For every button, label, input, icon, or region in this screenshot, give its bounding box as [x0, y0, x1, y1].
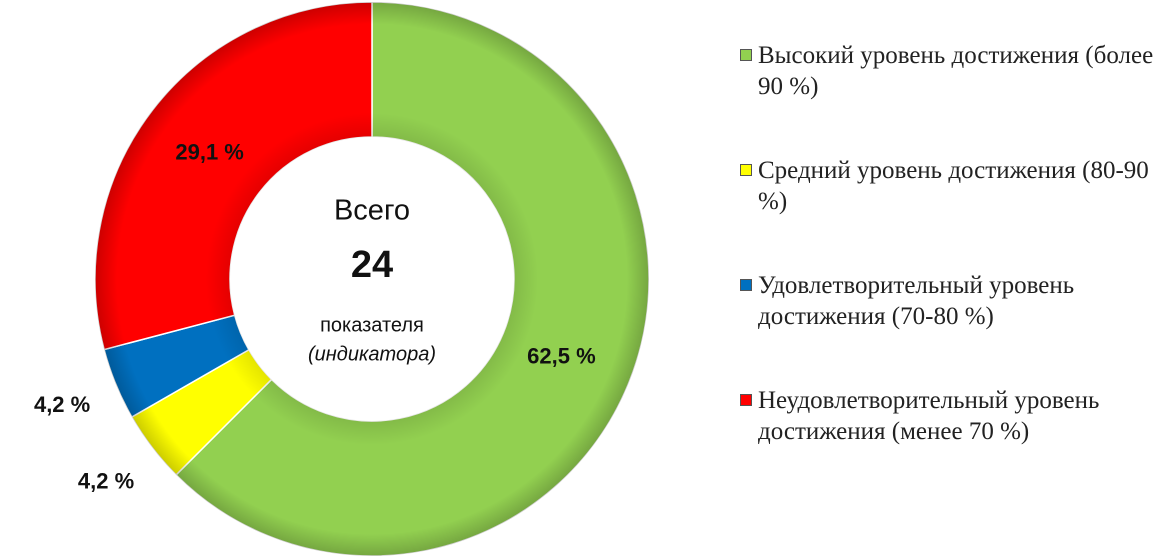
- legend-label: Неудовлетворительный уровень достижения …: [758, 387, 1100, 445]
- legend-label: Средний уровень достижения (80-90 %): [758, 157, 1149, 215]
- center-total: 24: [351, 244, 393, 286]
- center-line2: (индикатора): [308, 343, 436, 365]
- legend-swatch: [740, 394, 752, 406]
- legend-item: Средний уровень достижения (80-90 %): [740, 155, 1170, 247]
- legend-label: Высокий уровень достижения (более 90 %): [758, 42, 1154, 100]
- center-top: Всего: [334, 195, 410, 227]
- value-label: 29,1 %: [175, 140, 244, 165]
- value-label: 4,2 %: [78, 468, 134, 493]
- legend-item: Неудовлетворительный уровень достижения …: [740, 385, 1170, 477]
- legend-swatch: [740, 279, 752, 291]
- legend-swatch: [740, 164, 752, 176]
- legend-item: Удовлетворительный уровень достижения (7…: [740, 270, 1170, 362]
- legend-swatch: [740, 49, 752, 61]
- legend: Высокий уровень достижения (более 90 %) С…: [740, 40, 1170, 500]
- legend-label: Удовлетворительный уровень достижения (7…: [758, 272, 1075, 330]
- value-label: 4,2 %: [34, 392, 90, 417]
- center-line1: показателя: [320, 314, 424, 336]
- value-label: 62,5 %: [527, 343, 596, 368]
- hole: [230, 137, 514, 421]
- legend-item: Высокий уровень достижения (более 90 %): [740, 40, 1170, 132]
